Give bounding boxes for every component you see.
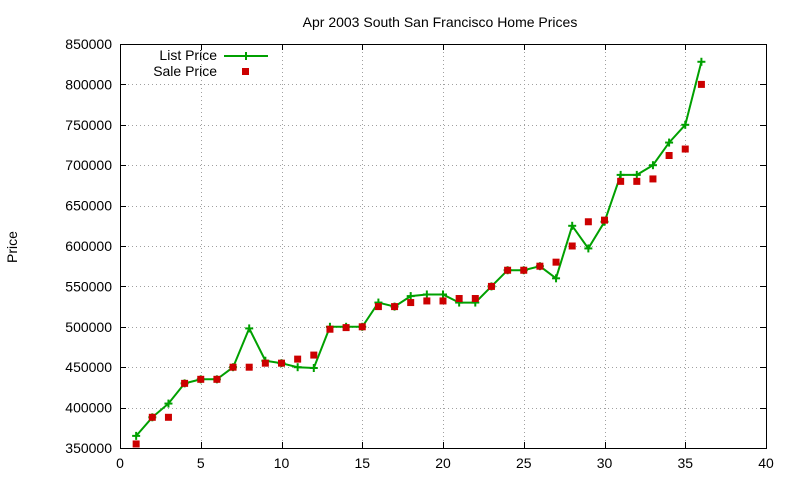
x-tick-label: 40 bbox=[758, 455, 774, 471]
sale-price-point bbox=[132, 440, 140, 448]
list-price-point bbox=[245, 324, 254, 333]
y-tick-label: 650000 bbox=[65, 198, 112, 214]
x-tick-label: 15 bbox=[354, 455, 370, 471]
y-tick-label: 550000 bbox=[65, 278, 112, 294]
y-tick-label: 750000 bbox=[65, 117, 112, 133]
sale-price-point bbox=[326, 325, 334, 333]
sale-price-point bbox=[358, 323, 366, 331]
list-price-point bbox=[309, 364, 318, 373]
sale-price-point bbox=[261, 359, 269, 367]
list-price-point bbox=[616, 170, 625, 179]
sale-price-point bbox=[423, 297, 431, 305]
axis-ticks: 0 5 10 15 20 25 30 35 40 350000 400000 450000 500000… bbox=[65, 36, 774, 471]
sale-price-point bbox=[245, 363, 253, 371]
plot-frame bbox=[120, 44, 767, 449]
sale-price-point bbox=[487, 282, 495, 290]
sale-price-point bbox=[681, 145, 689, 153]
grid bbox=[120, 44, 766, 448]
sale-price-point bbox=[697, 80, 705, 88]
y-tick-label: 450000 bbox=[65, 359, 112, 375]
y-axis-label: Price bbox=[4, 231, 20, 263]
sale-price-point bbox=[181, 379, 189, 387]
sale-price-point bbox=[294, 355, 302, 363]
sale-price-point bbox=[601, 216, 608, 224]
list-price-point bbox=[552, 274, 561, 283]
legend-marker-list-price bbox=[242, 52, 250, 60]
sale-price-point bbox=[536, 262, 544, 270]
sale-price-point bbox=[633, 177, 641, 185]
sale-price-point bbox=[148, 413, 156, 421]
x-tick-label: 25 bbox=[516, 455, 532, 471]
list-price-point bbox=[665, 138, 674, 147]
sale-price-point bbox=[213, 375, 221, 383]
legend-label-list-price: List Price bbox=[159, 47, 217, 63]
sale-price-point bbox=[278, 359, 285, 367]
sale-price-point bbox=[617, 177, 625, 185]
y-tick-label: 700000 bbox=[65, 157, 112, 173]
list-price-point bbox=[568, 221, 577, 230]
list-price-line bbox=[135, 61, 703, 437]
sale-price-point bbox=[471, 295, 479, 303]
sale-price-point bbox=[197, 375, 205, 383]
sale-price-point bbox=[342, 324, 350, 332]
sale-price-point bbox=[391, 303, 399, 311]
list-price-point bbox=[584, 244, 593, 253]
x-tick-label: 30 bbox=[597, 455, 613, 471]
sale-price-point bbox=[504, 266, 512, 274]
sale-price-point bbox=[649, 175, 657, 183]
y-tick-label: 800000 bbox=[65, 76, 112, 92]
x-tick-label: 20 bbox=[435, 455, 451, 471]
legend-label-sale-price: Sale Price bbox=[153, 63, 217, 79]
list-price-point bbox=[697, 57, 706, 66]
sale-price-point bbox=[439, 297, 447, 305]
list-price-point bbox=[164, 399, 173, 408]
x-tick-label: 10 bbox=[274, 455, 290, 471]
sale-price-point bbox=[520, 266, 528, 274]
y-tick-label: 600000 bbox=[65, 238, 112, 254]
y-tick-label: 500000 bbox=[65, 319, 112, 335]
list-price-point bbox=[632, 170, 641, 179]
sale-price-point bbox=[455, 295, 463, 303]
sale-price-point bbox=[665, 152, 673, 160]
list-price-point bbox=[648, 161, 657, 170]
sale-price-point bbox=[310, 351, 318, 359]
list-price-point bbox=[422, 290, 431, 299]
y-tick-label: 850000 bbox=[65, 36, 112, 52]
x-tick-label: 5 bbox=[197, 455, 205, 471]
chart-title: Apr 2003 South San Francisco Home Prices bbox=[303, 14, 578, 30]
sale-price-point bbox=[584, 218, 592, 226]
sale-price-point bbox=[374, 303, 382, 311]
list-price-point bbox=[439, 290, 447, 299]
x-tick-label: 0 bbox=[116, 455, 124, 471]
legend: List Price Sale Price bbox=[153, 47, 268, 79]
list-price-point bbox=[132, 431, 141, 440]
sale-price-point bbox=[229, 363, 237, 371]
sale-price-point bbox=[568, 242, 576, 250]
list-price-point bbox=[293, 363, 302, 372]
series bbox=[132, 57, 706, 448]
y-tick-label: 350000 bbox=[65, 440, 112, 456]
x-tick-label: 35 bbox=[677, 455, 693, 471]
legend-marker-sale-price bbox=[242, 68, 249, 75]
y-tick-label: 400000 bbox=[65, 400, 112, 416]
sale-price-point bbox=[407, 299, 415, 307]
list-price-point bbox=[681, 120, 690, 129]
list-price-point bbox=[406, 292, 415, 301]
sale-price-point bbox=[164, 413, 172, 421]
sale-price-point bbox=[552, 258, 560, 266]
